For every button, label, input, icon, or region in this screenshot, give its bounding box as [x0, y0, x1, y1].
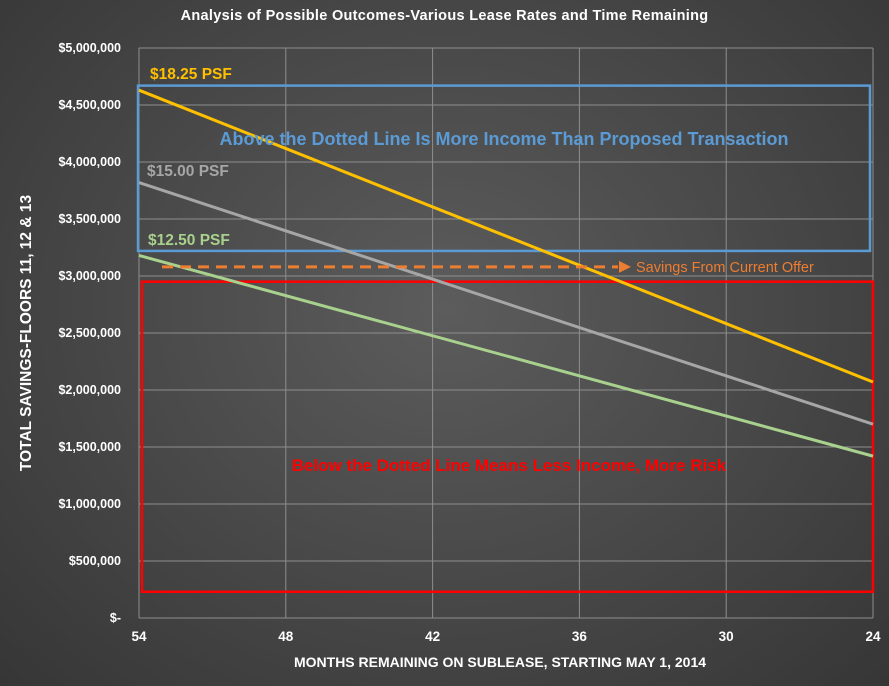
- y-tick-label: $1,500,000: [58, 440, 121, 454]
- series-line: [138, 181, 874, 426]
- series-line: [138, 254, 874, 458]
- series-labels: Above the Dotted Line Is More Income Tha…: [147, 66, 789, 475]
- x-tick-label: 42: [425, 629, 440, 644]
- above-region-box: [136, 84, 872, 253]
- above-annotation: Above the Dotted Line Is More Income Tha…: [219, 129, 788, 149]
- series-label: $18.25 PSF: [150, 66, 232, 83]
- y-tick-label: $3,500,000: [58, 212, 121, 226]
- x-tick-label: 30: [719, 629, 734, 644]
- region-boxes: [136, 84, 875, 594]
- series-lines: [138, 88, 874, 458]
- x-tick-label: 54: [131, 629, 147, 644]
- below-region-box: [140, 280, 875, 594]
- reference-arrowhead: [619, 260, 631, 273]
- y-tick-label: $4,000,000: [58, 155, 121, 169]
- series-line: [138, 88, 874, 384]
- y-tick-label: $-: [110, 611, 121, 625]
- y-tick-label: $3,000,000: [58, 269, 121, 283]
- x-axis-title: MONTHS REMAINING ON SUBLEASE, STARTING M…: [293, 654, 707, 670]
- y-tick-label: $1,000,000: [58, 497, 121, 511]
- y-tick-label: $2,000,000: [58, 383, 121, 397]
- reference-line-group: Savings From Current Offer: [162, 260, 814, 276]
- series-label: $15.00 PSF: [147, 163, 229, 180]
- grid-lines: [138, 47, 874, 619]
- y-tick-label: $5,000,000: [58, 41, 121, 55]
- reference-line-label: Savings From Current Offer: [636, 260, 814, 276]
- y-tick-label: $500,000: [69, 554, 121, 568]
- below-annotation: Below the Dotted Line Means Less Income,…: [292, 456, 727, 475]
- y-tick-label: $4,500,000: [58, 98, 121, 112]
- series-label: $12.50 PSF: [148, 232, 230, 249]
- tick-labels: $- $500,000 $1,000,000 $1,500,000 $2,000,000…: [58, 41, 881, 644]
- x-tick-label: 48: [278, 629, 294, 644]
- chart-title: Analysis of Possible Outcomes-Various Le…: [180, 8, 709, 24]
- x-tick-label: 36: [572, 629, 588, 644]
- x-tick-label: 24: [865, 629, 881, 644]
- y-tick-label: $2,500,000: [58, 326, 121, 340]
